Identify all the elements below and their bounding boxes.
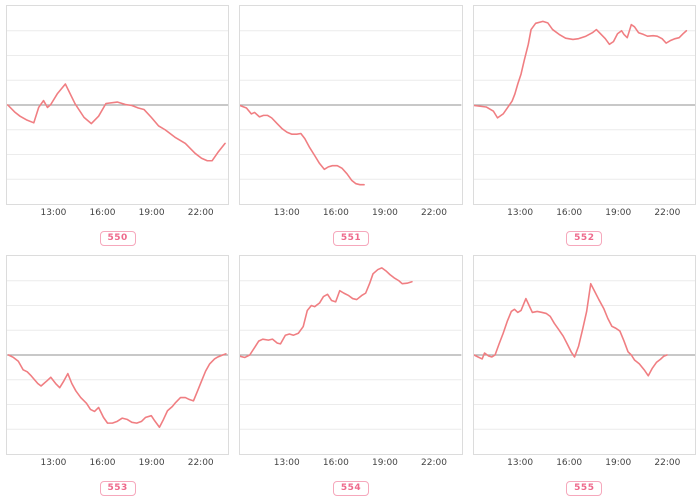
x-tick-label: 19:00 [138,208,165,218]
x-tick-label: 16:00 [556,208,583,218]
x-tick-label: 16:00 [89,458,116,468]
badge-row: 552 [473,225,696,246]
x-tick-label: 13:00 [40,458,67,468]
chart-badge-551[interactable]: 551 [332,231,370,246]
x-tick-label: 19:00 [605,458,632,468]
x-tick-label: 13:00 [40,208,67,218]
chart-cell-551: 13:00 16:00 19:00 22:00 551 [233,0,466,250]
x-tick-label: 22:00 [187,458,214,468]
badge-row: 550 [6,225,229,246]
x-tick-label: 13:00 [273,208,300,218]
x-axis: 13:00 16:00 19:00 22:00 [239,455,462,470]
x-tick-label: 22:00 [421,208,447,218]
chart-plot-area[interactable] [6,255,230,455]
chart-plot-area[interactable] [239,255,463,455]
x-tick-label: 13:00 [273,458,300,468]
x-tick-label: 19:00 [605,208,632,218]
x-tick-label: 16:00 [322,458,349,468]
chart-plot-area[interactable] [6,5,230,205]
chart-badge-552[interactable]: 552 [566,231,603,246]
chart-badge-550[interactable]: 550 [99,231,136,246]
x-tick-label: 19:00 [138,458,165,468]
x-tick-label: 19:00 [371,208,398,218]
x-tick-label: 22:00 [654,208,681,218]
x-tick-label: 22:00 [654,458,681,468]
x-axis: 13:00 16:00 19:00 22:00 [473,205,696,220]
chart-badge-554[interactable]: 554 [332,481,370,496]
chart-plot-area[interactable] [472,5,696,205]
series-line-552 [473,20,687,119]
chart-canvas [473,20,695,180]
chart-plot-area[interactable] [472,255,696,455]
x-tick-label: 13:00 [507,458,534,468]
chart-plot-area[interactable] [239,5,463,205]
badge-row: 551 [239,225,462,246]
badge-row: 553 [6,475,229,496]
badge-row: 555 [473,475,696,496]
x-tick-label: 13:00 [507,208,534,218]
series-line-555 [473,282,668,377]
x-axis: 13:00 16:00 19:00 22:00 [6,205,229,220]
x-tick-label: 19:00 [371,458,398,468]
chart-cell-552: 13:00 16:00 19:00 22:00 552 [467,0,700,250]
series-line-553 [7,353,227,429]
chart-cell-555: 13:00 16:00 19:00 22:00 555 [467,250,700,500]
chart-cell-553: 13:00 16:00 19:00 22:00 553 [0,250,233,500]
x-axis: 13:00 16:00 19:00 22:00 [239,205,462,220]
chart-cell-554: 13:00 16:00 19:00 22:00 554 [233,250,466,500]
x-tick-label: 22:00 [421,458,447,468]
chart-canvas [7,30,229,180]
x-tick-label: 16:00 [322,208,349,218]
x-tick-label: 16:00 [556,458,583,468]
badge-row: 554 [239,475,462,496]
x-tick-label: 22:00 [187,208,214,218]
chart-badge-555[interactable]: 555 [566,481,603,496]
chart-canvas [473,280,695,430]
chart-canvas [240,30,462,186]
series-line-550 [7,83,226,162]
x-axis: 13:00 16:00 19:00 22:00 [6,455,229,470]
chart-badge-553[interactable]: 553 [99,481,136,496]
chart-canvas [7,280,229,430]
chart-canvas [240,267,462,430]
chart-cell-550: 13:00 16:00 19:00 22:00 550 [0,0,233,250]
series-line-551 [240,104,366,186]
x-axis: 13:00 16:00 19:00 22:00 [473,455,696,470]
x-tick-label: 16:00 [89,208,116,218]
series-line-554 [240,267,414,359]
